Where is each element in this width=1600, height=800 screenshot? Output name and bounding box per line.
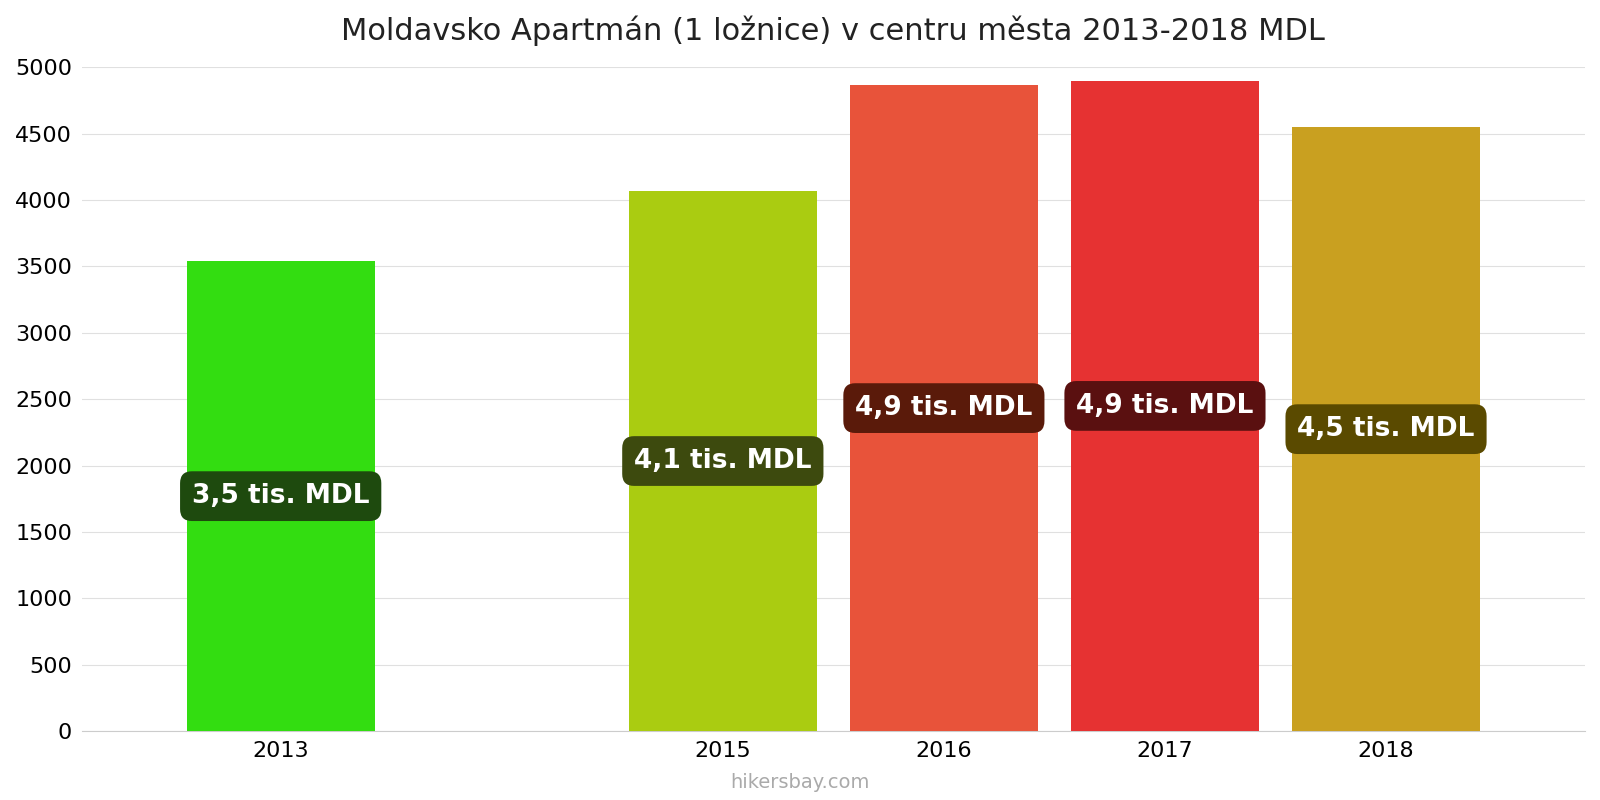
Bar [850,85,1038,731]
Bar [1293,127,1480,731]
Text: hikersbay.com: hikersbay.com [730,773,870,792]
Bar [187,261,374,731]
Text: 4,5 tis. MDL: 4,5 tis. MDL [1298,416,1475,442]
Text: 4,9 tis. MDL: 4,9 tis. MDL [1077,393,1254,419]
Bar [1070,81,1259,731]
Text: 4,9 tis. MDL: 4,9 tis. MDL [856,395,1032,421]
Bar [629,190,816,731]
Title: Moldavsko Apartmán (1 ložnice) v centru města 2013-2018 MDL: Moldavsko Apartmán (1 ložnice) v centru … [341,15,1325,46]
Text: 4,1 tis. MDL: 4,1 tis. MDL [634,448,811,474]
Text: 3,5 tis. MDL: 3,5 tis. MDL [192,483,370,509]
